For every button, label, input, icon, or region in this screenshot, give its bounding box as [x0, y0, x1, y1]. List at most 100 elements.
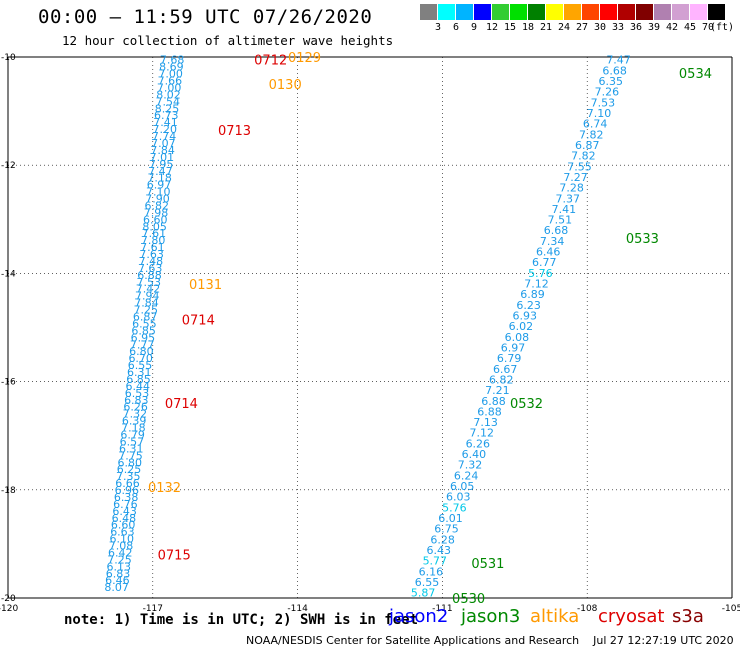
track-value-label: 7.95: [149, 158, 174, 171]
legend-label: 3: [434, 22, 442, 33]
track-value-label: 7.61: [140, 241, 165, 254]
legend-label: 30: [593, 22, 607, 33]
track-value-label: 6.63: [110, 526, 135, 539]
track-value-label: 8.05: [142, 220, 167, 233]
pass-time-label: 0533: [626, 232, 659, 247]
x-tick-label: -114: [287, 604, 308, 614]
x-tick-label: -108: [577, 604, 598, 614]
track-value-label: 7.54: [155, 95, 180, 108]
track-value-label: 7.20: [153, 123, 178, 136]
x-tick-label: -120: [0, 604, 18, 614]
track-value-label: 6.93: [512, 309, 537, 322]
track-value-label: 7.42: [136, 283, 161, 296]
legend-swatch: [636, 4, 653, 20]
track-value-label: 7.41: [552, 203, 577, 216]
track-value-label: 7.28: [559, 182, 584, 195]
track-value-label: 7.25: [134, 304, 159, 317]
sat-cryosat: cryosat: [598, 606, 665, 627]
legend-label: 70: [701, 22, 715, 33]
track-value-label: 6.38: [114, 491, 139, 504]
track-value-label: 6.88: [481, 395, 506, 408]
track-value-label: 7.13: [473, 416, 498, 429]
track-value-label: 7.94: [135, 290, 160, 303]
track-value-label: 7.34: [540, 235, 565, 248]
track-value-label: 6.48: [112, 512, 137, 525]
track-value-label: 6.16: [419, 565, 444, 578]
track-value-label: 7.53: [136, 276, 161, 289]
track-value-label: 7.08: [109, 540, 134, 553]
track-value-label: 8.69: [159, 61, 184, 74]
track-value-label: 7.82: [571, 150, 596, 163]
track-value-label: 8.07: [104, 581, 129, 594]
track-value-label: 7.61: [142, 227, 167, 240]
pass-time-label: 0129: [288, 51, 321, 66]
track-value-label: 7.18: [121, 422, 146, 435]
sat-jason3: jason3: [461, 606, 521, 627]
legend-swatch: [690, 4, 707, 20]
track-value-label: 6.42: [108, 546, 133, 559]
track-value-label: 6.83: [124, 394, 149, 407]
track-value-label: 7.25: [107, 553, 132, 566]
legend-swatch: [420, 4, 437, 20]
track-value-label: 7.47: [148, 165, 173, 178]
track-value-label: 6.03: [446, 491, 471, 504]
legend-label: 33: [611, 22, 625, 33]
track-value-label: 7.41: [153, 116, 178, 129]
legend-swatch: [582, 4, 599, 20]
legend-label: 21: [539, 22, 553, 33]
track-value-label: 8.02: [156, 88, 181, 101]
track-value-label: 6.66: [115, 477, 140, 490]
track-value-label: 7.12: [469, 427, 494, 440]
legend-label: 15: [503, 22, 517, 33]
track-value-label: 7.98: [144, 206, 169, 219]
track-value-label: 7.32: [458, 459, 483, 472]
y-tick-label: -18: [1, 486, 16, 496]
track-value-label: 5.76: [442, 501, 467, 514]
pass-time-label: 0713: [218, 124, 251, 139]
track-value-label: 6.23: [516, 299, 541, 312]
pass-time-label: 0131: [189, 278, 222, 293]
track-value-label: 6.31: [127, 366, 152, 379]
legend-swatch: [654, 4, 671, 20]
track-value-label: 6.75: [434, 523, 459, 536]
credit-line: NOAA/NESDIS Center for Satellite Applica…: [246, 634, 734, 647]
track-value-label: 7.00: [158, 68, 183, 81]
legend-label: 42: [665, 22, 679, 33]
legend-swatch: [672, 4, 689, 20]
track-value-label: 7.32: [123, 408, 148, 421]
pass-time-label: 0534: [679, 67, 712, 82]
track-value-label: 7.21: [485, 384, 510, 397]
track-value-label: 7.63: [138, 262, 163, 275]
pass-time-label: 0712: [254, 54, 287, 69]
track-value-label: 6.40: [462, 448, 487, 461]
y-tick-label: -14: [1, 269, 16, 279]
legend-label: 39: [647, 22, 661, 33]
track-value-label: 6.55: [128, 359, 153, 372]
track-value-label: 6.43: [112, 505, 137, 518]
legend-label: 6: [452, 22, 460, 33]
legend-label: (ft): [710, 22, 735, 33]
legend-swatch: [564, 4, 581, 20]
track-value-label: 7.48: [139, 255, 164, 268]
legend-swatch: [492, 4, 509, 20]
track-value-label: 5.77: [423, 555, 448, 568]
pass-time-label: 0130: [269, 78, 302, 93]
note-text: note: 1) Time is in UTC; 2) SWH is in fe…: [64, 612, 419, 628]
track-value-label: 6.79: [497, 352, 522, 365]
track-value-label: 6.28: [430, 533, 455, 546]
sat-jason2: jason2: [389, 606, 449, 627]
track-value-label: 6.67: [493, 363, 518, 376]
legend-label: 18: [521, 22, 535, 33]
track-value-label: 6.53: [125, 387, 150, 400]
track-value-label: 7.12: [524, 278, 549, 291]
legend-label: 9: [470, 22, 478, 33]
track-value-label: 7.63: [139, 248, 164, 261]
track-value-label: 7.01: [150, 151, 175, 164]
track-value-label: 6.24: [454, 469, 479, 482]
track-value-label: 6.83: [106, 567, 131, 580]
track-value-label: 7.53: [591, 96, 616, 109]
track-value-label: 6.55: [415, 576, 440, 589]
track-value-label: 6.44: [126, 380, 151, 393]
y-tick-label: -16: [1, 378, 16, 388]
legend-swatch: [474, 4, 491, 20]
